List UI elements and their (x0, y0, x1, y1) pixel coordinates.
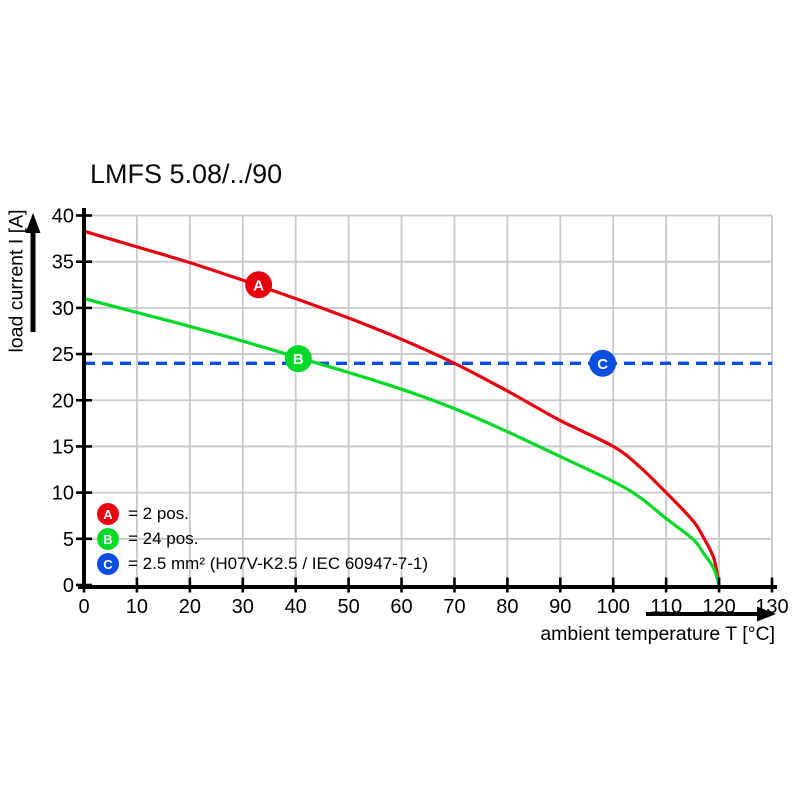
curve-marker-label-b: B (293, 351, 304, 368)
legend-label-a: = 2 pos. (128, 503, 189, 523)
x-tick-label: 0 (78, 596, 89, 618)
legend-item-b: B = 24 pos. (97, 528, 428, 550)
x-tick-label: 70 (443, 596, 465, 618)
legend-badge-a-icon: A (97, 503, 119, 525)
x-tick-label: 100 (597, 596, 630, 618)
y-tick-label: 5 (63, 529, 74, 551)
y-tick-label: 25 (52, 344, 74, 366)
legend-label-c: = 2.5 mm² (H07V-K2.5 / IEC 60947-7-1) (128, 553, 428, 573)
legend-badge-b-icon: B (97, 528, 119, 550)
curve-marker-label-c: C (597, 356, 608, 373)
curve-marker-b (284, 345, 312, 373)
x-tick-label: 30 (232, 596, 254, 618)
legend-badge-c-icon: C (97, 553, 119, 575)
y-tick-label: 30 (52, 298, 74, 320)
x-tick-label: 60 (390, 596, 412, 618)
chart-title: LMFS 5.08/../90 (90, 159, 283, 189)
y-axis-arrowhead-icon (25, 213, 41, 233)
x-tick-label: 90 (549, 596, 571, 618)
curve-marker-a (245, 271, 273, 299)
x-tick-label: 80 (496, 596, 518, 618)
legend-item-a: A = 2 pos. (97, 503, 428, 525)
y-axis-label: load current I [A] (5, 209, 28, 353)
y-tick-label: 20 (52, 390, 74, 412)
x-axis-label: ambient temperature T [°C] (540, 623, 775, 645)
y-tick-label: 15 (52, 436, 74, 458)
y-tick-label: 10 (52, 483, 74, 505)
legend: A = 2 pos. B = 24 pos. C = 2.5 mm² (H07V… (97, 503, 428, 575)
curve-marker-c (589, 349, 617, 377)
y-tick-label: 35 (52, 252, 74, 274)
y-tick-label: 40 (52, 206, 74, 228)
x-tick-label: 10 (126, 596, 148, 618)
derating-curve-b (83, 297, 721, 586)
x-axis-arrowhead-icon (757, 606, 776, 622)
x-tick-label: 20 (179, 596, 201, 618)
curve-marker-label-a: A (253, 277, 264, 294)
x-tick-label: 50 (337, 596, 359, 618)
x-tick-label: 40 (285, 596, 307, 618)
derating-curve-a (83, 229, 721, 586)
legend-label-b: = 24 pos. (128, 528, 199, 548)
y-tick-label: 0 (63, 575, 74, 597)
legend-item-c: C = 2.5 mm² (H07V-K2.5 / IEC 60947-7-1) (97, 553, 428, 575)
